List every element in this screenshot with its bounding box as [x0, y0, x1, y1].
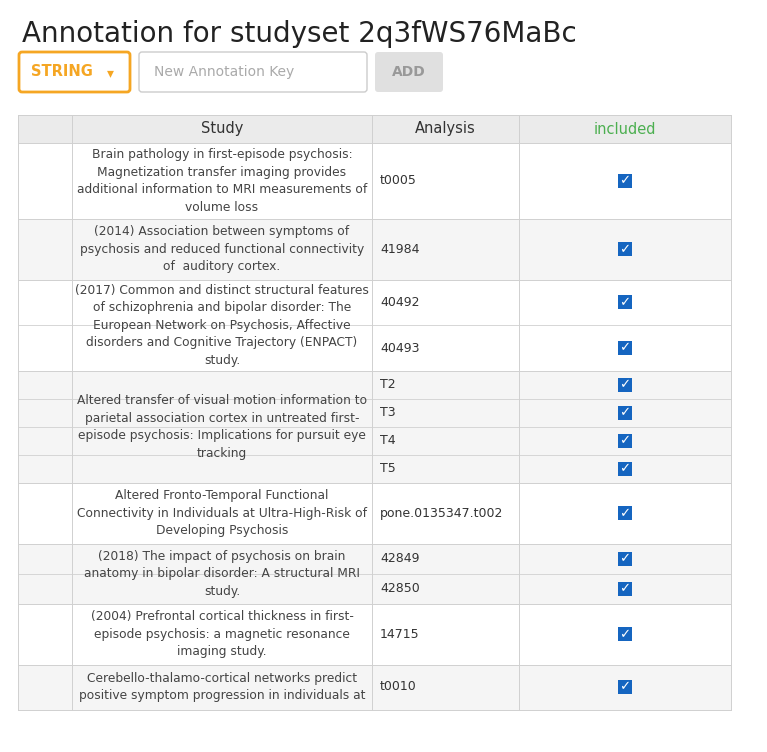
- Bar: [618, 552, 632, 566]
- FancyBboxPatch shape: [375, 52, 443, 92]
- Text: ✓: ✓: [620, 341, 630, 355]
- Text: ✓: ✓: [620, 174, 630, 187]
- Text: T2: T2: [380, 378, 396, 392]
- Bar: [618, 506, 632, 520]
- Text: ✓: ✓: [620, 552, 630, 565]
- Text: Altered transfer of visual motion information to
parietal association cortex in : Altered transfer of visual motion inform…: [77, 394, 367, 459]
- Bar: [618, 242, 632, 256]
- Bar: [18, 280, 731, 371]
- Text: ✓: ✓: [620, 435, 630, 447]
- Bar: [618, 627, 632, 641]
- Text: (2014) Association between symptoms of
psychosis and reduced functional connecti: (2014) Association between symptoms of p…: [80, 226, 364, 273]
- Bar: [618, 582, 632, 596]
- Bar: [618, 406, 632, 420]
- Text: Brain pathology in first-episode psychosis:
Magnetization transfer imaging provi: Brain pathology in first-episode psychos…: [77, 148, 367, 214]
- Text: New Annotation Key: New Annotation Key: [154, 65, 295, 79]
- Text: T3: T3: [380, 407, 396, 420]
- Text: pone.0135347.t002: pone.0135347.t002: [380, 507, 503, 520]
- FancyBboxPatch shape: [139, 52, 367, 92]
- Text: Study: Study: [201, 122, 243, 137]
- Bar: [18, 483, 731, 544]
- Text: ADD: ADD: [392, 65, 426, 79]
- Text: Analysis: Analysis: [415, 122, 476, 137]
- Text: T4: T4: [380, 435, 396, 447]
- Bar: [18, 665, 731, 709]
- Text: 42850: 42850: [380, 582, 420, 596]
- Text: 40493: 40493: [380, 341, 420, 355]
- Bar: [18, 143, 731, 219]
- Text: ✓: ✓: [620, 681, 630, 693]
- FancyBboxPatch shape: [19, 52, 130, 92]
- Text: ▾: ▾: [107, 66, 114, 80]
- Bar: [618, 296, 632, 309]
- Text: ✓: ✓: [620, 243, 630, 256]
- Text: t0010: t0010: [380, 681, 416, 693]
- Text: Cerebello-thalamo-cortical networks predict
positive symptom progression in indi: Cerebello-thalamo-cortical networks pred…: [79, 672, 365, 702]
- Bar: [18, 371, 731, 483]
- Text: 40492: 40492: [380, 296, 420, 309]
- Text: Altered Fronto-Temporal Functional
Connectivity in Individuals at Ultra-High-Ris: Altered Fronto-Temporal Functional Conne…: [77, 490, 367, 537]
- Bar: [618, 680, 632, 694]
- Bar: [18, 219, 731, 280]
- Bar: [618, 462, 632, 476]
- Text: Annotation for studyset 2q3fWS76MaBc: Annotation for studyset 2q3fWS76MaBc: [22, 20, 577, 48]
- Bar: [18, 115, 731, 143]
- Bar: [618, 378, 632, 392]
- Text: ✓: ✓: [620, 407, 630, 420]
- Text: (2004) Prefrontal cortical thickness in first-
episode psychosis: a magnetic res: (2004) Prefrontal cortical thickness in …: [91, 611, 354, 658]
- Text: 42849: 42849: [380, 552, 420, 565]
- Text: (2017) Common and distinct structural features
of schizophrenia and bipolar diso: (2017) Common and distinct structural fe…: [75, 284, 369, 367]
- Text: STRING: STRING: [31, 65, 93, 80]
- Text: ✓: ✓: [620, 378, 630, 392]
- Text: 14715: 14715: [380, 628, 420, 641]
- Text: ✓: ✓: [620, 507, 630, 520]
- Text: (2018) The impact of psychosis on brain
anatomy in bipolar disorder: A structura: (2018) The impact of psychosis on brain …: [84, 550, 360, 598]
- Text: t0005: t0005: [380, 174, 417, 187]
- Text: ✓: ✓: [620, 296, 630, 309]
- Bar: [618, 174, 632, 188]
- Bar: [18, 544, 731, 604]
- Text: 41984: 41984: [380, 243, 420, 256]
- Text: ✓: ✓: [620, 582, 630, 596]
- Bar: [18, 604, 731, 665]
- Text: T5: T5: [380, 462, 396, 475]
- Text: ✓: ✓: [620, 628, 630, 641]
- Text: ✓: ✓: [620, 462, 630, 475]
- Bar: [618, 434, 632, 448]
- Text: included: included: [594, 122, 657, 137]
- Bar: [618, 341, 632, 355]
